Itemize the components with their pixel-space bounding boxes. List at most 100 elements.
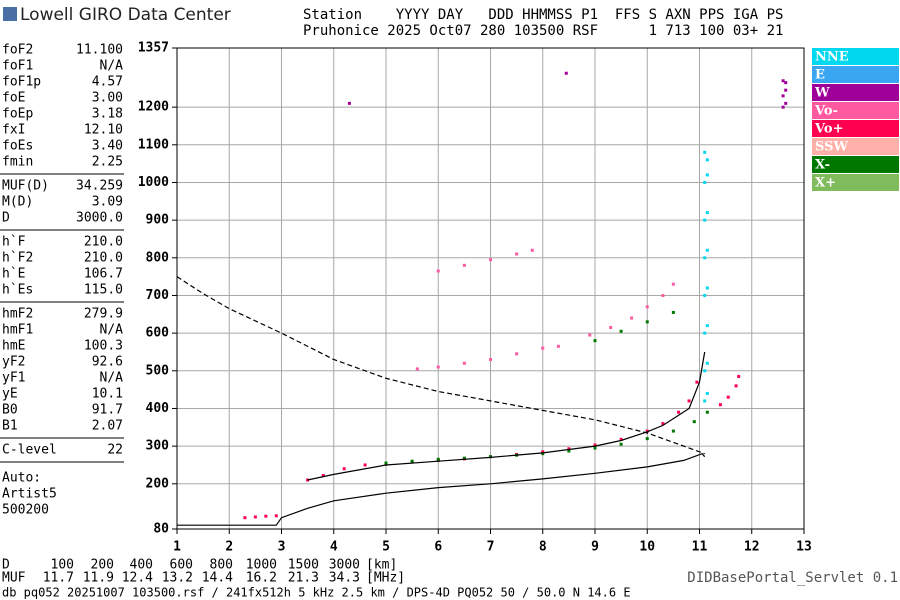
x-tick-label: 11: [692, 540, 708, 555]
footer: DIDBasePortal_Servlet 0.1: [687, 570, 898, 586]
legend-swatch: [812, 156, 899, 173]
param-value: 279.9: [84, 307, 123, 322]
echo-point: [630, 316, 634, 320]
legend-swatch: [812, 174, 899, 191]
echo-point: [645, 320, 649, 324]
param-label: D: [2, 211, 10, 226]
echo-point: [703, 180, 707, 184]
echo-point: [661, 422, 665, 426]
param-value: 100.3: [84, 339, 123, 354]
param-value: 3.40: [92, 139, 123, 154]
y-tick-label: 600: [146, 326, 170, 341]
echo-point: [677, 410, 681, 414]
echo-point: [705, 158, 709, 162]
param-label: fxI: [2, 123, 25, 138]
echo-point: [530, 248, 534, 252]
echo-point: [489, 455, 492, 459]
echo-point: [645, 437, 649, 441]
table-cell: 14.4: [202, 571, 233, 586]
echo-point: [253, 515, 257, 519]
param-value: 3.09: [92, 195, 123, 210]
echo-point: [784, 81, 788, 85]
y-tick-label: 200: [146, 476, 170, 491]
echo-point: [781, 105, 785, 109]
echo-point: [737, 374, 741, 378]
y-tick-label: 400: [146, 401, 170, 416]
echo-point: [541, 450, 545, 454]
echo-point: [645, 429, 649, 433]
echo-point: [462, 361, 466, 365]
echo-point: [781, 94, 785, 98]
echo-point: [436, 269, 440, 273]
echo-point: [593, 443, 597, 447]
echo-point: [462, 263, 466, 267]
param-label: yF2: [2, 355, 25, 370]
echo-point: [734, 384, 738, 388]
param-label: h`Es: [2, 283, 33, 298]
param-value: N/A: [100, 59, 124, 74]
echo-point: [619, 437, 623, 441]
echo-point: [321, 474, 325, 478]
echo-point: [567, 449, 571, 453]
param-value: 4.57: [92, 75, 123, 90]
plot-frame: [176, 47, 805, 530]
x-tick-label: 10: [639, 540, 655, 555]
param-label: yF1: [2, 371, 25, 386]
table-cell: 3000: [329, 558, 360, 573]
echo-point: [489, 258, 492, 262]
param-value: N/A: [100, 371, 124, 386]
echo-point: [784, 101, 788, 105]
param-value: 210.0: [84, 251, 123, 266]
echo-point: [726, 395, 730, 399]
param-value: 22: [107, 443, 123, 458]
param-label: M(D): [2, 195, 33, 210]
echo-point: [415, 367, 419, 371]
param-value: 2.07: [92, 419, 123, 434]
echo-point: [703, 150, 707, 154]
table-label: MUF: [2, 571, 26, 586]
logo-icon: [3, 7, 17, 21]
echo-point: [703, 256, 707, 260]
param-value: 34.259: [76, 179, 123, 194]
echo-point: [243, 516, 247, 520]
legend-swatch: [812, 84, 899, 101]
table-cell: 800: [210, 558, 233, 573]
header-line: Pruhonice 2025 Oct07 280 103500 RSF 1 71…: [303, 23, 783, 39]
table-cell: 1500: [288, 558, 319, 573]
echo-point: [541, 452, 545, 456]
footer: db pq052 20251007 103500.rsf / 241fx512h…: [2, 586, 631, 600]
echo-point: [705, 286, 709, 290]
param-label: fmin: [2, 155, 33, 170]
table-cell: 100: [51, 558, 74, 573]
echo-point: [705, 324, 709, 328]
echo-point: [705, 361, 709, 365]
x-tick-label: 12: [744, 540, 760, 555]
legend-label: E: [815, 68, 825, 83]
echo-point: [436, 365, 440, 369]
echo-point: [436, 457, 440, 461]
y-tick-label: 700: [146, 288, 170, 303]
echo-point: [588, 333, 592, 337]
table-cell: 200: [91, 558, 114, 573]
table-cell: 34.3: [329, 571, 360, 586]
echo-point: [556, 344, 560, 348]
param-value: 3000.0: [76, 211, 123, 226]
echo-point: [593, 446, 597, 450]
x-tick-label: 8: [539, 540, 547, 555]
param-label: foEs: [2, 139, 33, 154]
param-value: N/A: [100, 323, 124, 338]
x-tick-label: 5: [382, 540, 390, 555]
echo-point: [687, 399, 691, 403]
echo-point: [462, 456, 466, 460]
echo-point: [541, 346, 545, 350]
echo-point: [781, 79, 785, 83]
table-cell: 11.9: [83, 571, 114, 586]
table-label: D: [2, 558, 10, 573]
y-tick-label: 900: [146, 213, 170, 228]
y-tick-label: 1357: [138, 41, 169, 56]
legend-label: X+: [815, 176, 836, 191]
y-tick-label: 1100: [138, 137, 169, 152]
echo-point: [515, 252, 519, 256]
table-cell: 600: [170, 558, 193, 573]
echo-point: [489, 358, 492, 362]
